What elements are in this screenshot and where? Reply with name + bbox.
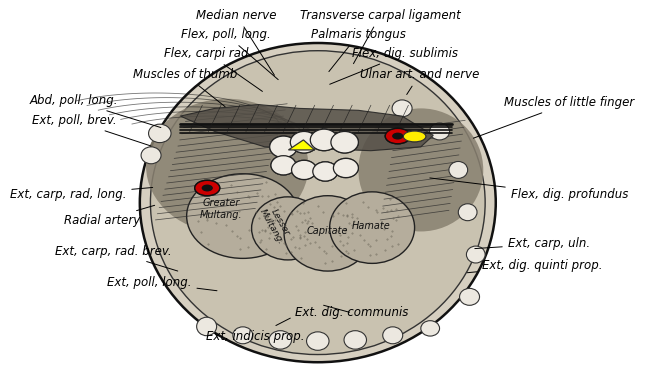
Text: Greater
Multang.: Greater Multang.	[200, 198, 242, 220]
Ellipse shape	[292, 160, 317, 179]
Ellipse shape	[333, 158, 358, 178]
Ellipse shape	[344, 331, 367, 349]
Text: Median nerve: Median nerve	[196, 9, 277, 75]
Ellipse shape	[233, 327, 253, 344]
Ellipse shape	[449, 161, 467, 178]
Text: Muscles of little finger: Muscles of little finger	[473, 96, 634, 138]
Circle shape	[202, 185, 213, 191]
Text: Ext, poll, brev.: Ext, poll, brev.	[32, 114, 151, 146]
Text: Ulnar art. and nerve: Ulnar art. and nerve	[360, 68, 479, 95]
Text: Transverse carpal ligament: Transverse carpal ligament	[300, 9, 461, 64]
Ellipse shape	[149, 124, 171, 142]
Ellipse shape	[383, 327, 403, 344]
Ellipse shape	[392, 100, 412, 117]
Ellipse shape	[197, 317, 216, 336]
Text: Hamate: Hamate	[352, 221, 390, 231]
Ellipse shape	[269, 331, 292, 349]
Circle shape	[385, 129, 410, 144]
Text: Muscles of thumb: Muscles of thumb	[133, 68, 237, 107]
Text: Ext, carp, rad. brev.: Ext, carp, rad. brev.	[55, 245, 177, 271]
Ellipse shape	[404, 131, 426, 142]
Ellipse shape	[330, 192, 415, 263]
Text: Ext, poll, long.: Ext, poll, long.	[107, 276, 217, 291]
Ellipse shape	[140, 43, 496, 362]
Ellipse shape	[310, 129, 338, 151]
Ellipse shape	[187, 174, 299, 258]
Polygon shape	[289, 140, 315, 150]
Circle shape	[202, 185, 213, 191]
Text: Ext, indicis prop.: Ext, indicis prop.	[206, 318, 305, 343]
Ellipse shape	[421, 321, 439, 336]
Ellipse shape	[307, 332, 329, 350]
Circle shape	[195, 180, 220, 196]
Text: Palmaris tongus: Palmaris tongus	[311, 28, 406, 71]
Text: Flex, dig. profundus: Flex, dig. profundus	[430, 178, 628, 201]
Polygon shape	[289, 140, 315, 150]
Circle shape	[385, 129, 410, 144]
Ellipse shape	[358, 108, 483, 232]
Text: Lesser
Multang.: Lesser Multang.	[257, 203, 294, 246]
Circle shape	[195, 180, 220, 196]
Ellipse shape	[284, 196, 372, 271]
Ellipse shape	[252, 197, 324, 260]
Ellipse shape	[270, 136, 297, 157]
Text: Flex, carpi rad.: Flex, carpi rad.	[164, 47, 263, 91]
Text: Ext. dig. communis: Ext. dig. communis	[296, 305, 409, 320]
Ellipse shape	[331, 132, 358, 153]
Text: Flex, poll, long.: Flex, poll, long.	[181, 28, 278, 80]
Text: Abd, poll, long.: Abd, poll, long.	[30, 94, 161, 127]
Text: Capitate: Capitate	[306, 227, 348, 237]
Ellipse shape	[404, 131, 426, 142]
Ellipse shape	[310, 129, 338, 151]
Ellipse shape	[291, 132, 318, 153]
Ellipse shape	[146, 99, 308, 234]
Polygon shape	[181, 105, 434, 151]
Ellipse shape	[430, 123, 450, 140]
Circle shape	[392, 133, 404, 140]
Ellipse shape	[271, 156, 296, 175]
Ellipse shape	[270, 136, 297, 157]
Ellipse shape	[313, 162, 338, 181]
Ellipse shape	[458, 204, 477, 221]
Text: Radial artery: Radial artery	[64, 205, 155, 227]
Text: Flex, dig. sublimis: Flex, dig. sublimis	[330, 47, 458, 84]
Text: Ext, carp, uln.: Ext, carp, uln.	[474, 237, 590, 250]
Ellipse shape	[313, 162, 338, 181]
Ellipse shape	[460, 288, 480, 305]
Ellipse shape	[333, 158, 358, 178]
Ellipse shape	[150, 51, 485, 354]
Ellipse shape	[141, 147, 161, 164]
Text: Ext, carp, rad, long.: Ext, carp, rad, long.	[10, 188, 153, 201]
Ellipse shape	[292, 160, 317, 179]
Ellipse shape	[271, 156, 296, 175]
Ellipse shape	[291, 132, 318, 153]
Ellipse shape	[467, 246, 485, 263]
Ellipse shape	[331, 132, 358, 153]
Text: Ext, dig. quinti prop.: Ext, dig. quinti prop.	[467, 259, 603, 273]
Circle shape	[392, 133, 404, 140]
